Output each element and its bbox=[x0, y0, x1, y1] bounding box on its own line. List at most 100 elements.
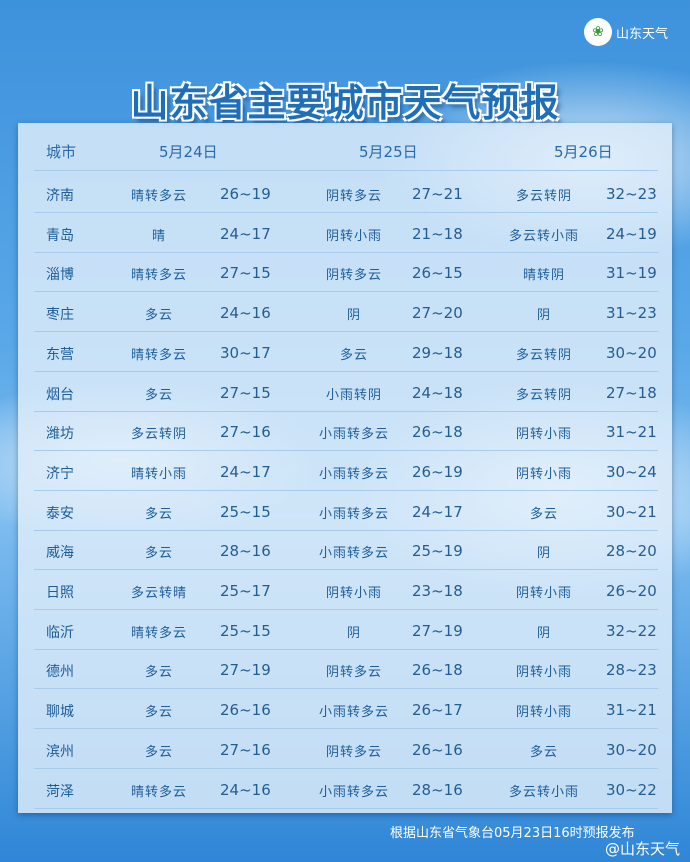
weather-day3: 阴转小雨 bbox=[515, 586, 572, 601]
table-row: 东营 晴转多云 30~17 多云 29~18 多云转阴 30~20 bbox=[34, 332, 658, 372]
weather-day2: 阴转多云 bbox=[325, 189, 382, 204]
temp-day1: 27~16 bbox=[220, 740, 271, 759]
temp-day1: 27~15 bbox=[220, 383, 271, 402]
brand-name: 山东天气 bbox=[615, 26, 668, 42]
weather-day2: 阴转小雨 bbox=[325, 228, 382, 244]
weather-day3: 阴 bbox=[536, 308, 551, 324]
temp-day1: 27~19 bbox=[220, 661, 271, 680]
weather-day2: 小雨转多云 bbox=[318, 784, 389, 800]
temp-day2: 26~15 bbox=[412, 264, 463, 283]
temp-day1: 30~17 bbox=[220, 343, 271, 362]
weather-day1: 晴转多云 bbox=[130, 784, 187, 800]
weather-day2: 阴转多云 bbox=[325, 268, 382, 284]
weather-day1: 晴转多云 bbox=[130, 189, 187, 204]
city-name: 滨州 bbox=[46, 743, 74, 760]
temp-day1: 24~16 bbox=[220, 304, 271, 323]
weather-day3: 阴转小雨 bbox=[515, 427, 572, 443]
temp-day2: 27~21 bbox=[412, 185, 463, 203]
temp-day3: 24~19 bbox=[606, 224, 657, 243]
temp-day3: 26~20 bbox=[606, 582, 657, 600]
table-row: 德州 多云 27~19 阴转多云 26~18 阴转小雨 28~23 bbox=[34, 649, 658, 690]
weather-day1: 多云 bbox=[144, 546, 173, 562]
table-row: 菏泽 晴转多云 24~16 小雨转多云 28~16 多云转小雨 30~22 bbox=[34, 769, 658, 809]
table-header: 城市 5月24日 5月25日 5月26日 bbox=[34, 131, 658, 171]
city-name: 日照 bbox=[46, 585, 74, 601]
weather-day2: 小雨转多云 bbox=[318, 466, 389, 482]
weather-day3: 多云转阴 bbox=[515, 387, 572, 403]
temp-day3: 28~23 bbox=[606, 661, 657, 680]
temp-day3: 32~22 bbox=[606, 621, 657, 640]
weather-day3: 阴 bbox=[536, 625, 551, 641]
temp-day2: 27~20 bbox=[412, 304, 463, 323]
city-name: 淄博 bbox=[46, 267, 74, 284]
temp-day3: 31~19 bbox=[606, 264, 657, 283]
table-row: 聊城 多云 26~16 小雨转多云 26~17 阴转小雨 31~21 bbox=[34, 689, 658, 730]
temp-day3: 30~21 bbox=[606, 502, 657, 521]
table-row: 济宁 晴转小雨 24~17 小雨转多云 26~19 阴转小雨 30~24 bbox=[34, 451, 658, 491]
temp-day3: 32~23 bbox=[606, 185, 657, 203]
weather-day3: 阴转小雨 bbox=[515, 665, 572, 681]
weather-day3: 多云 bbox=[529, 506, 558, 522]
temp-day1: 24~17 bbox=[220, 224, 271, 243]
city-name: 烟台 bbox=[46, 386, 74, 403]
weather-day1: 晴转多云 bbox=[130, 268, 187, 284]
weather-day2: 小雨转多云 bbox=[318, 546, 389, 562]
city-name: 临沂 bbox=[46, 624, 74, 641]
weather-day2: 阴转小雨 bbox=[325, 586, 382, 601]
city-name: 威海 bbox=[46, 545, 74, 562]
city-name: 枣庄 bbox=[46, 307, 74, 324]
header-day1: 5月24日 bbox=[159, 143, 218, 161]
temp-day1: 24~17 bbox=[220, 462, 271, 481]
weather-day1: 多云转阴 bbox=[130, 427, 187, 443]
city-name: 青岛 bbox=[46, 227, 74, 244]
city-name: 德州 bbox=[46, 664, 74, 681]
table-row: 枣庄 多云 24~16 阴 27~20 阴 31~23 bbox=[34, 292, 658, 333]
temp-day3: 31~23 bbox=[606, 304, 657, 323]
weather-day2: 小雨转多云 bbox=[318, 506, 389, 522]
temp-day2: 23~18 bbox=[412, 582, 463, 600]
weather-day2: 阴转多云 bbox=[325, 744, 382, 760]
weather-day3: 多云转小雨 bbox=[508, 784, 579, 800]
weather-day3: 晴转阴 bbox=[522, 268, 565, 284]
weather-day2: 多云 bbox=[339, 347, 368, 363]
watermark: @山东天气 bbox=[604, 840, 680, 858]
weather-day2: 阴转多云 bbox=[325, 665, 382, 681]
temp-day2: 26~18 bbox=[412, 423, 463, 442]
weather-day2: 阴 bbox=[346, 308, 361, 324]
temp-day2: 26~19 bbox=[412, 462, 463, 481]
footer-note: 根据山东省气象台05月23日16时预报发布 bbox=[390, 826, 635, 841]
weather-day1: 晴转小雨 bbox=[130, 466, 187, 482]
table-row: 青岛 晴 24~17 阴转小雨 21~18 多云转小雨 24~19 bbox=[34, 213, 658, 253]
table-row: 临沂 晴转多云 25~15 阴 27~19 阴 32~22 bbox=[34, 610, 658, 650]
weather-day1: 多云 bbox=[144, 308, 173, 324]
temp-day1: 26~19 bbox=[220, 185, 271, 203]
temp-day3: 30~22 bbox=[606, 780, 657, 799]
weather-day3: 阴转小雨 bbox=[515, 705, 572, 721]
weather-day1: 多云 bbox=[144, 665, 173, 681]
weather-day1: 晴转多云 bbox=[130, 347, 187, 363]
table-row: 淄博 晴转多云 27~15 阴转多云 26~15 晴转阴 31~19 bbox=[34, 252, 658, 293]
temp-day2: 26~17 bbox=[412, 701, 463, 720]
header-day3: 5月26日 bbox=[554, 143, 613, 161]
weather-day1: 多云 bbox=[144, 387, 173, 403]
table-row: 滨州 多云 27~16 阴转多云 26~16 多云 30~20 bbox=[34, 729, 658, 769]
temp-day2: 21~18 bbox=[412, 224, 463, 243]
temp-day2: 27~19 bbox=[412, 621, 463, 640]
weather-day1: 晴转多云 bbox=[130, 625, 187, 641]
weather-day3: 多云转阴 bbox=[515, 189, 572, 204]
brand-logo: ❀ 山东天气 bbox=[583, 18, 668, 46]
temp-day3: 30~20 bbox=[606, 343, 657, 362]
table-row: 威海 多云 28~16 小雨转多云 25~19 阴 28~20 bbox=[34, 530, 658, 571]
header-city: 城市 bbox=[46, 143, 77, 161]
temp-day1: 24~16 bbox=[220, 780, 271, 799]
temp-day3: 30~24 bbox=[606, 462, 657, 481]
temp-day2: 25~19 bbox=[412, 542, 463, 561]
city-name: 济南 bbox=[46, 188, 74, 204]
temp-day1: 27~16 bbox=[220, 423, 271, 442]
city-name: 聊城 bbox=[46, 704, 74, 721]
table-row: 潍坊 多云转阴 27~16 小雨转多云 26~18 阴转小雨 31~21 bbox=[34, 411, 658, 452]
weather-day1: 多云 bbox=[144, 705, 173, 721]
weather-day3: 多云 bbox=[529, 744, 558, 760]
temp-day2: 26~18 bbox=[412, 661, 463, 680]
header-day2: 5月25日 bbox=[359, 143, 418, 161]
